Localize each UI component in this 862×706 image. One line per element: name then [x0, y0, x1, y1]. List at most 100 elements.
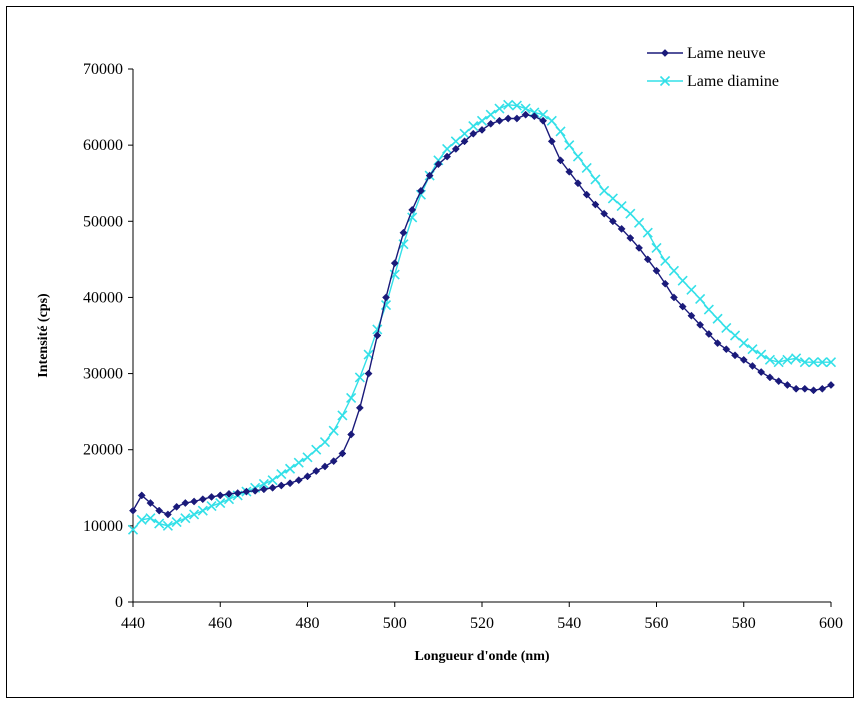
data-point — [303, 472, 312, 481]
data-point — [626, 234, 635, 242]
data-point — [809, 386, 818, 395]
data-point — [696, 320, 705, 329]
series-lame-neuve — [129, 110, 835, 519]
data-point — [311, 444, 322, 455]
data-point — [284, 463, 296, 474]
data-point — [434, 160, 443, 169]
data-point — [660, 255, 671, 266]
y-axis-title: Intensité (cps) — [36, 293, 51, 378]
data-point — [382, 293, 390, 302]
data-point — [539, 116, 548, 125]
data-point — [599, 185, 610, 196]
data-point — [731, 351, 739, 360]
data-point — [242, 487, 251, 496]
data-point — [590, 174, 601, 185]
data-point — [677, 275, 688, 286]
data-point — [729, 330, 741, 341]
data-point — [251, 486, 260, 495]
data-point — [827, 381, 835, 389]
data-point — [478, 125, 486, 134]
data-point — [354, 372, 365, 383]
data-point — [146, 499, 155, 507]
data-point — [494, 103, 505, 114]
legend-label: Lame neuve — [687, 45, 766, 62]
data-point — [495, 116, 504, 125]
data-point — [302, 452, 313, 463]
data-point — [372, 324, 383, 335]
data-point — [197, 505, 208, 516]
data-point — [320, 462, 329, 471]
data-point — [713, 339, 722, 348]
data-point — [207, 492, 216, 501]
y-tick-label: 50000 — [83, 213, 123, 230]
data-point — [739, 355, 748, 364]
data-point — [206, 500, 217, 512]
data-point — [155, 506, 164, 515]
series-lame-diamine — [127, 99, 837, 535]
data-point — [808, 357, 819, 368]
legend-entry-lame-neuve: Lame neuve — [647, 45, 766, 62]
data-point — [782, 354, 793, 365]
data-point — [338, 449, 347, 458]
y-ticks: 0 10000 20000 30000 40000 50000 60000 70000 — [83, 61, 133, 611]
data-point — [617, 224, 626, 233]
data-point — [346, 392, 357, 404]
data-point — [408, 205, 417, 214]
data-point — [258, 478, 269, 490]
series-line — [132, 104, 831, 531]
x-tick-label: 440 — [121, 615, 145, 632]
data-point — [581, 162, 592, 174]
data-point — [546, 115, 557, 126]
data-point — [468, 121, 479, 132]
data-point — [233, 489, 242, 498]
x-tick-label: 540 — [557, 615, 581, 632]
data-point — [722, 345, 731, 354]
data-point — [286, 479, 295, 488]
y-tick-label: 20000 — [83, 442, 123, 459]
data-point — [259, 485, 268, 494]
legend-entry-lame-diamine: Lame diamine — [647, 73, 779, 90]
legend-marker — [659, 75, 671, 87]
data-point — [180, 513, 191, 524]
data-point — [181, 499, 190, 507]
data-point — [572, 151, 584, 162]
data-point — [216, 491, 225, 500]
data-point — [277, 481, 286, 490]
data-point — [442, 143, 453, 155]
data-point — [268, 483, 277, 492]
series-line — [132, 113, 832, 516]
data-point — [136, 514, 147, 525]
data-point — [145, 513, 156, 524]
data-point — [565, 167, 574, 176]
y-tick-label: 60000 — [83, 137, 123, 154]
data-point — [800, 384, 809, 393]
data-point — [337, 410, 348, 421]
data-point — [564, 140, 575, 151]
data-point — [190, 497, 199, 506]
data-point — [399, 228, 408, 237]
data-point — [521, 110, 530, 119]
data-point — [668, 265, 680, 276]
x-tick-label: 520 — [470, 615, 494, 632]
data-point — [783, 381, 792, 389]
data-point — [459, 128, 470, 139]
x-axis-title: Longueur d'onde (nm) — [414, 649, 549, 664]
data-point — [530, 112, 539, 121]
data-point — [799, 357, 810, 368]
axes: 0 10000 20000 30000 40000 50000 60000 70000 440… — [83, 61, 843, 632]
data-point — [747, 344, 758, 355]
x-ticks: 440 460 480 500 520 540 560 580 600 — [121, 602, 843, 632]
data-point — [748, 362, 757, 370]
data-point — [712, 313, 723, 324]
data-point — [642, 227, 653, 238]
data-point — [703, 304, 714, 315]
data-point — [661, 279, 670, 288]
data-point — [267, 475, 278, 486]
legend-marker — [661, 49, 669, 57]
data-point — [633, 217, 645, 228]
data-point — [328, 425, 339, 436]
x-tick-label: 600 — [819, 615, 843, 632]
data-point — [616, 200, 627, 212]
y-tick-label: 70000 — [83, 61, 123, 78]
y-tick-label: 30000 — [83, 366, 123, 383]
